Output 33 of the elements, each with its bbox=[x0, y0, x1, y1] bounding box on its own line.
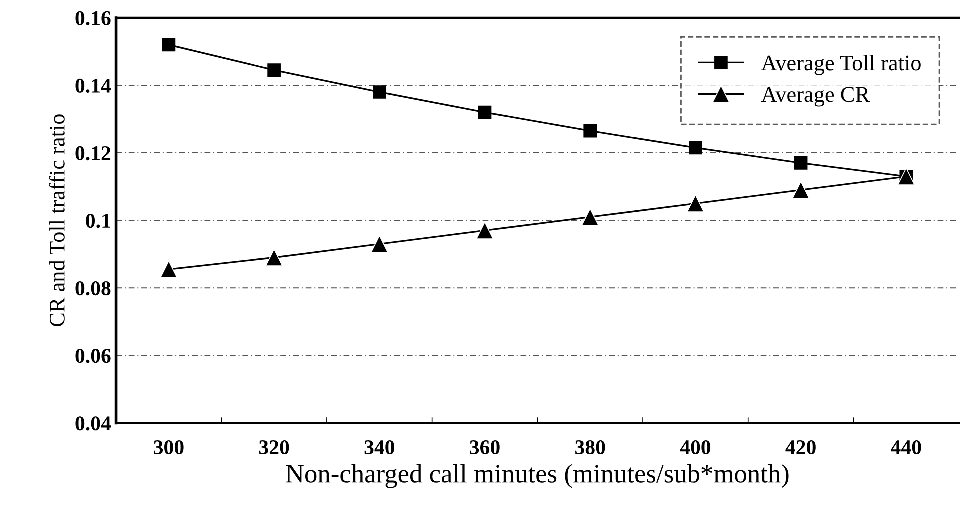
point bbox=[266, 248, 284, 266]
y-tick-label: 0.04 bbox=[76, 416, 112, 431]
point bbox=[162, 38, 176, 52]
legend-label: Average Toll ratio bbox=[761, 55, 921, 76]
y-tick-label: 0.12 bbox=[76, 146, 111, 161]
point bbox=[794, 156, 808, 170]
y-tick-label: 0.06 bbox=[76, 349, 111, 364]
point bbox=[372, 86, 386, 99]
legend-label: Average CR bbox=[761, 87, 870, 107]
point bbox=[268, 64, 281, 77]
y-axis-title: CR and Toll traffic ratio bbox=[49, 114, 65, 326]
point bbox=[476, 222, 494, 240]
point bbox=[582, 208, 600, 226]
point bbox=[792, 181, 810, 199]
point bbox=[370, 235, 388, 253]
point bbox=[689, 141, 702, 155]
x-tick-label: 320 bbox=[259, 440, 290, 455]
point bbox=[584, 124, 598, 138]
x-axis-title: Non-charged call minutes (minutes/sub*month) bbox=[286, 464, 789, 488]
y-tick-label: 0.16 bbox=[76, 11, 111, 26]
point bbox=[478, 106, 492, 120]
x-tick-label: 340 bbox=[364, 440, 394, 455]
y-tick-label: 0.14 bbox=[76, 78, 112, 94]
x-tick-label: 360 bbox=[470, 440, 500, 455]
x-tick-label: 420 bbox=[786, 440, 816, 455]
point bbox=[160, 260, 178, 278]
x-tick-label: 400 bbox=[680, 440, 711, 455]
x-tick-label: 440 bbox=[891, 440, 922, 455]
x-tick-label: 300 bbox=[154, 440, 184, 455]
point bbox=[686, 194, 704, 212]
y-tick-label: 0.1 bbox=[86, 214, 110, 228]
x-tick-label: 380 bbox=[576, 440, 606, 455]
y-tick-label: 0.08 bbox=[76, 282, 111, 296]
